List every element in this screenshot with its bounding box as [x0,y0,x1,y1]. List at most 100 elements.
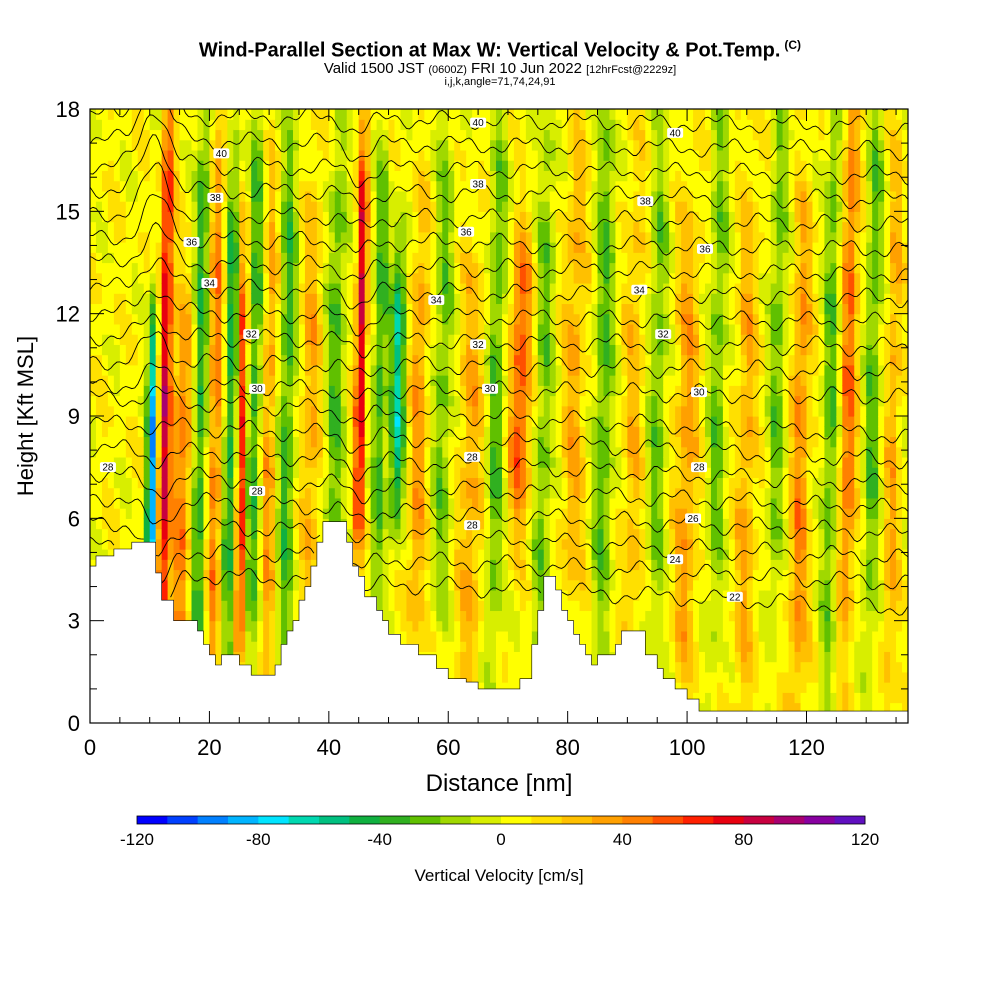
velocity-cell [131,119,139,131]
velocity-cell [382,129,390,141]
velocity-cell [119,242,127,253]
velocity-cell [549,211,557,223]
velocity-cell [370,385,378,397]
velocity-cell [561,170,569,182]
velocity-cell [519,313,527,325]
velocity-cell [107,528,115,540]
velocity-cell [173,119,181,131]
velocity-cell [418,129,425,141]
velocity-cell [173,538,181,550]
velocity-cell [567,190,575,202]
velocity-cell [376,211,384,223]
velocity-cell [125,303,133,315]
velocity-cell [567,139,575,151]
velocity-cell [257,528,264,540]
velocity-cell [125,354,133,366]
velocity-cell [245,344,252,356]
velocity-cell [513,538,521,550]
velocity-cell [364,180,372,192]
velocity-cell [245,252,252,264]
velocity-cell [125,221,133,233]
velocity-cell [275,180,282,192]
velocity-cell [263,630,270,642]
velocity-cell [281,221,288,233]
velocity-cell [119,364,127,376]
velocity-cell [436,170,443,182]
velocity-cell [484,569,491,581]
velocity-cell [298,303,306,315]
velocity-cell [561,282,569,294]
velocity-cell [424,344,431,356]
velocity-cell [561,579,569,591]
velocity-cell [519,231,527,243]
velocity-cell [227,221,234,233]
velocity-cell [555,119,563,131]
velocity-cell [322,375,330,386]
velocity-cell [251,375,258,386]
velocity-cell [125,211,133,223]
velocity-cell [209,149,216,161]
velocity-cell [209,262,216,274]
velocity-cell [203,119,211,131]
velocity-cell [573,211,581,223]
velocity-cell [460,190,467,202]
velocity-cell [263,579,270,591]
velocity-cell [293,334,300,345]
velocity-cell [442,190,449,202]
velocity-cell [167,170,175,182]
velocity-cell [376,242,384,253]
velocity-cell [257,242,264,253]
velocity-cell [227,231,234,243]
velocity-cell [269,231,276,243]
velocity-cell [478,549,485,560]
velocity-cell [501,149,509,161]
velocity-cell [322,313,330,325]
velocity-cell [203,446,211,458]
velocity-cell [137,508,145,519]
velocity-cell [579,129,587,141]
velocity-cell [215,109,222,120]
velocity-cell [310,334,318,345]
velocity-cell [137,252,145,264]
velocity-cell [179,589,187,601]
velocity-cell [275,375,282,386]
velocity-cell [257,272,264,284]
velocity-cell [203,303,211,315]
velocity-cell [382,344,390,356]
velocity-cell [293,221,300,233]
velocity-cell [227,119,234,131]
velocity-cell [519,549,527,560]
velocity-cell [239,589,246,601]
velocity-cell [215,569,222,581]
velocity-cell [394,416,402,427]
velocity-cell [430,180,437,192]
velocity-cell [281,375,288,386]
velocity-cell [269,354,276,366]
velocity-cell [448,467,455,478]
velocity-cell [501,477,509,489]
velocity-cell [90,211,97,223]
velocity-cell [478,242,485,253]
velocity-cell [215,303,222,315]
velocity-cell [167,272,175,284]
velocity-cell [293,528,300,540]
velocity-cell [161,334,169,345]
velocity-cell [191,119,199,131]
velocity-cell [382,149,390,161]
velocity-cell [400,323,408,335]
velocity-cell [275,334,282,345]
velocity-cell [496,549,503,560]
velocity-cell [561,129,569,141]
velocity-cell [442,579,449,591]
velocity-cell [543,569,551,581]
velocity-cell [149,456,157,468]
velocity-cell [352,344,360,356]
velocity-cell [436,129,443,141]
velocity-cell [424,334,431,345]
velocity-cell [448,651,455,663]
velocity-cell [448,149,455,161]
velocity-cell [555,344,563,356]
velocity-cell [561,334,569,345]
velocity-cell [334,405,342,417]
velocity-cell [191,354,199,366]
